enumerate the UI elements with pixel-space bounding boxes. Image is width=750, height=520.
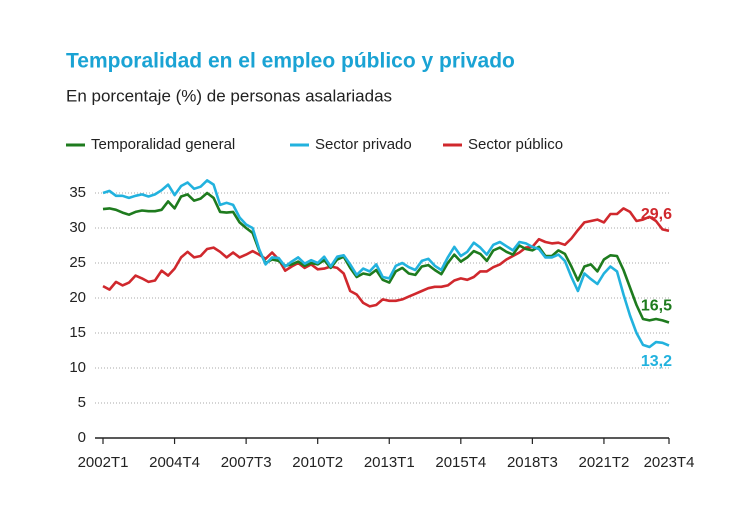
value-label: 13,2 [641,353,672,370]
y-tick-label: 10 [69,359,86,376]
chart-subtitle: En porcentaje (%) de personas asalariada… [66,86,392,105]
x-tick-label: 2013T1 [364,454,415,471]
series-line [102,191,670,324]
legend-label: Temporalidad general [91,136,235,153]
x-tick-label: 2023T4 [644,454,695,471]
series-line [102,207,670,308]
y-tick-label: 0 [78,429,86,446]
y-tick-label: 15 [69,324,86,341]
y-tick-label: 20 [69,289,86,306]
x-tick-label: 2004T4 [149,454,200,471]
value-label: 16,5 [641,298,672,315]
chart-title: Temporalidad en el empleo público y priv… [66,50,515,73]
x-tick-label: 2021T2 [579,454,630,471]
legend-label: Sector privado [315,136,412,153]
x-tick-label: 2018T3 [507,454,558,471]
legend-label: Sector público [468,136,563,153]
y-tick-label: 30 [69,219,86,236]
x-tick-label: 2002T1 [78,454,129,471]
y-tick-label: 35 [69,184,86,201]
y-tick-label: 5 [78,394,86,411]
x-tick-label: 2010T2 [292,454,343,471]
x-tick-label: 2015T4 [435,454,486,471]
value-label: 29,6 [641,206,672,223]
series-line [102,179,670,349]
y-tick-label: 25 [69,254,86,271]
x-tick-label: 2007T3 [221,454,272,471]
